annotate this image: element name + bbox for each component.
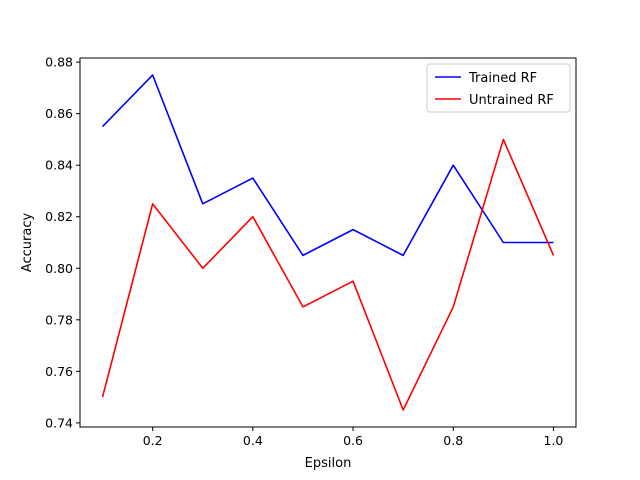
legend-label: Untrained RF	[469, 93, 554, 108]
plot-frame	[79, 57, 577, 428]
axis-ticks: 0.2 0.4 0.6 0.8 1.0 0.74 0.76 0.78 0.80 0.82 0.84 0…	[45, 55, 563, 448]
x-tick-label: 0.8	[443, 433, 463, 448]
y-tick-label: 0.76	[45, 364, 73, 379]
y-tick-label: 0.84	[45, 158, 73, 173]
x-tick-label: 0.6	[343, 433, 363, 448]
y-tick-label: 0.86	[45, 106, 73, 121]
x-tick-label: 1.0	[544, 433, 564, 448]
y-tick-label: 0.82	[45, 209, 73, 224]
y-tick-label: 0.74	[45, 415, 73, 430]
legend: Trained RF Untrained RF	[426, 63, 571, 113]
plot-area	[101, 74, 555, 411]
y-tick-label: 0.88	[45, 55, 73, 70]
series-line-1	[101, 74, 554, 257]
x-tick-label: 0.4	[243, 433, 263, 448]
x-tick-label: 0.2	[143, 433, 163, 448]
y-axis-label: Accuracy	[20, 213, 35, 273]
y-tick-label: 0.80	[45, 261, 73, 276]
y-tick-label: 0.78	[45, 312, 73, 327]
legend-label: Trained RF	[468, 71, 537, 86]
legend-box	[426, 63, 571, 113]
series-line-2	[101, 138, 555, 411]
x-axis-label: Epsilon	[305, 456, 352, 471]
